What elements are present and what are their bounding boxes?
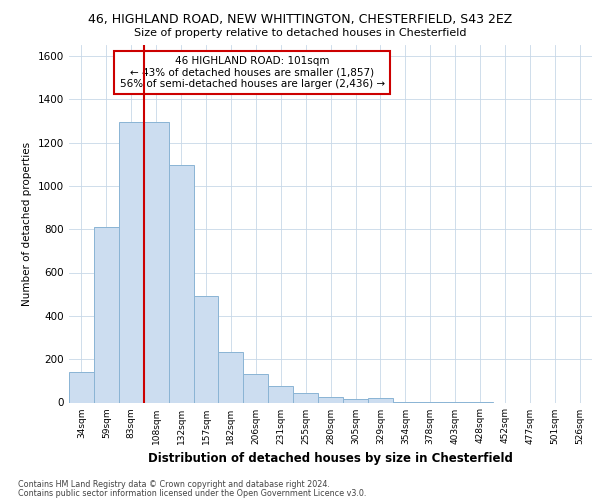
X-axis label: Distribution of detached houses by size in Chesterfield: Distribution of detached houses by size …	[148, 452, 513, 465]
Bar	[194, 296, 218, 403]
Bar	[119, 122, 144, 402]
Bar	[218, 352, 244, 403]
Bar	[94, 227, 119, 402]
Text: Contains HM Land Registry data © Crown copyright and database right 2024.: Contains HM Land Registry data © Crown c…	[18, 480, 330, 489]
Bar	[69, 372, 94, 402]
Bar	[368, 398, 393, 402]
Text: Size of property relative to detached houses in Chesterfield: Size of property relative to detached ho…	[134, 28, 466, 38]
Text: 46, HIGHLAND ROAD, NEW WHITTINGTON, CHESTERFIELD, S43 2EZ: 46, HIGHLAND ROAD, NEW WHITTINGTON, CHES…	[88, 12, 512, 26]
Bar	[268, 386, 293, 402]
Bar	[318, 397, 343, 402]
Text: Contains public sector information licensed under the Open Government Licence v3: Contains public sector information licen…	[18, 489, 367, 498]
Text: 46 HIGHLAND ROAD: 101sqm
← 43% of detached houses are smaller (1,857)
56% of sem: 46 HIGHLAND ROAD: 101sqm ← 43% of detach…	[119, 56, 385, 89]
Bar	[293, 393, 318, 402]
Bar	[244, 374, 268, 402]
Y-axis label: Number of detached properties: Number of detached properties	[22, 142, 32, 306]
Bar	[144, 122, 169, 402]
Bar	[343, 399, 368, 402]
Bar	[169, 166, 194, 402]
